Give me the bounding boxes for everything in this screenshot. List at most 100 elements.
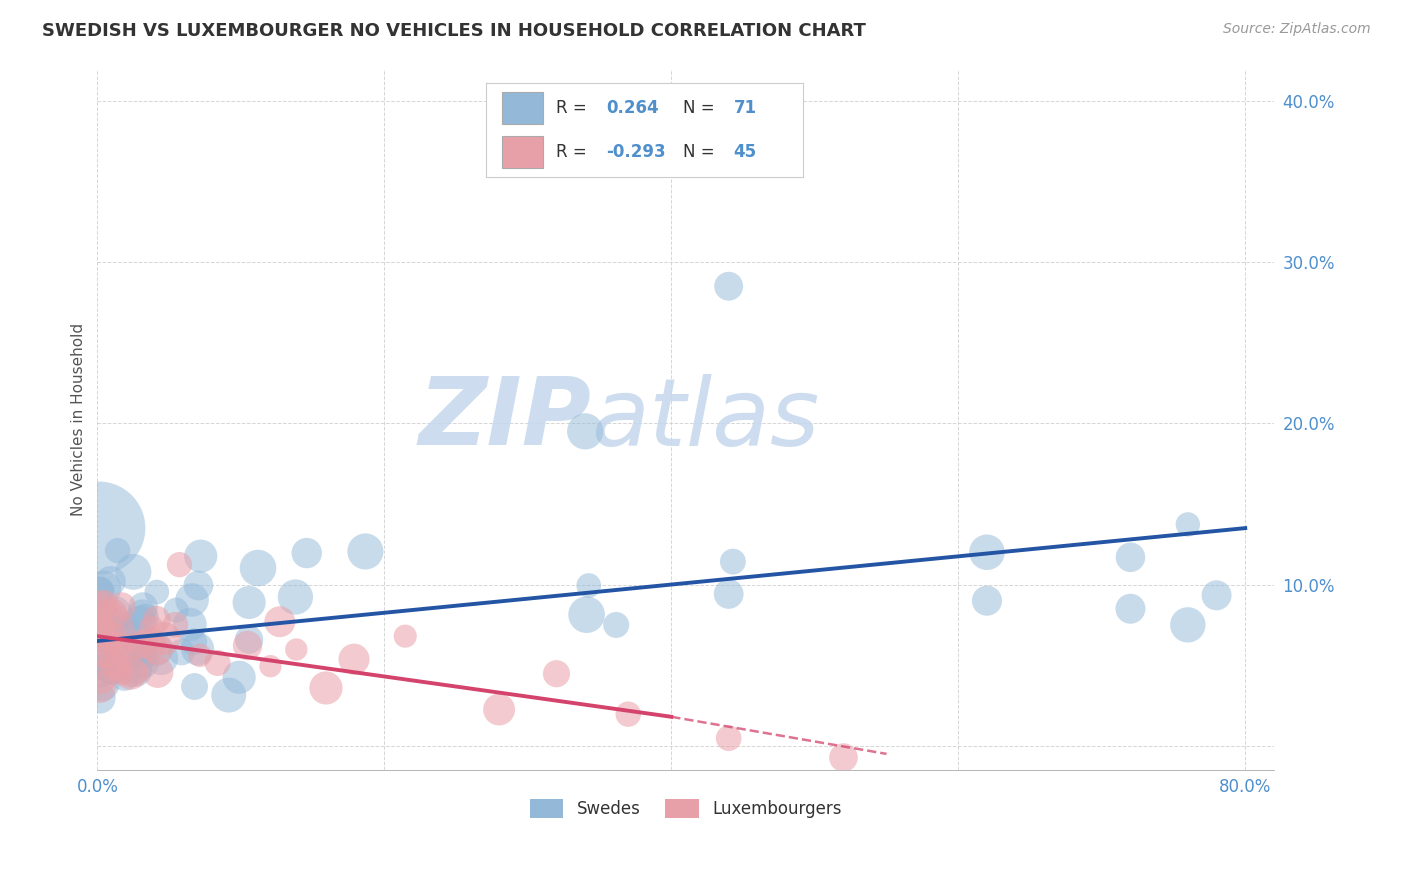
Point: [247, 561, 270, 575]
Point: [187, 641, 209, 656]
Point: [165, 603, 187, 617]
Point: [488, 702, 510, 716]
Point: [117, 626, 139, 640]
Point: [165, 617, 187, 632]
Point: [721, 555, 744, 569]
Point: [89, 691, 111, 706]
Point: [617, 707, 640, 722]
Point: [284, 590, 307, 604]
Text: SWEDISH VS LUXEMBOURGER NO VEHICLES IN HOUSEHOLD CORRELATION CHART: SWEDISH VS LUXEMBOURGER NO VEHICLES IN H…: [42, 22, 866, 40]
Point: [181, 593, 204, 607]
Point: [89, 680, 111, 694]
Point: [93, 598, 115, 612]
Point: [976, 593, 998, 607]
Point: [183, 635, 205, 649]
Text: ZIP: ZIP: [419, 373, 592, 466]
Point: [285, 642, 308, 657]
Point: [575, 607, 598, 622]
Point: [132, 656, 155, 670]
Point: [124, 639, 146, 653]
Point: [132, 648, 155, 662]
Point: [87, 521, 110, 535]
Point: [89, 617, 111, 632]
Point: [150, 651, 173, 665]
Point: [98, 637, 121, 651]
Point: [236, 639, 259, 653]
Point: [145, 641, 167, 656]
Point: [1177, 618, 1199, 632]
Point: [218, 688, 240, 702]
Point: [125, 660, 148, 674]
Point: [91, 609, 114, 624]
Y-axis label: No Vehicles in Household: No Vehicles in Household: [72, 323, 86, 516]
Point: [111, 599, 134, 614]
Point: [139, 637, 162, 651]
Point: [134, 610, 156, 624]
Point: [717, 279, 740, 293]
Point: [124, 630, 146, 644]
Point: [114, 623, 136, 637]
Point: [122, 565, 145, 579]
Point: [574, 425, 596, 439]
Point: [120, 665, 142, 679]
Point: [170, 645, 193, 659]
Point: [107, 543, 129, 558]
Point: [129, 642, 152, 657]
Point: [131, 637, 153, 651]
Point: [91, 676, 114, 690]
Point: [188, 648, 211, 663]
Point: [145, 585, 167, 599]
Point: [87, 649, 110, 664]
Point: [132, 600, 155, 615]
Point: [110, 665, 132, 680]
Point: [1205, 588, 1227, 602]
Legend: Swedes, Luxembourgers: Swedes, Luxembourgers: [523, 792, 848, 825]
Point: [105, 661, 128, 675]
Point: [108, 638, 131, 652]
Point: [605, 618, 627, 632]
Point: [96, 640, 118, 654]
Point: [976, 545, 998, 559]
Point: [103, 607, 125, 621]
Point: [120, 666, 142, 681]
Point: [315, 681, 337, 695]
Point: [183, 680, 205, 694]
Point: [90, 624, 112, 638]
Point: [146, 665, 169, 680]
Point: [89, 598, 111, 612]
Point: [115, 650, 138, 665]
Point: [394, 629, 416, 643]
Point: [114, 668, 136, 682]
Point: [94, 649, 117, 664]
Point: [100, 665, 122, 679]
Text: Source: ZipAtlas.com: Source: ZipAtlas.com: [1223, 22, 1371, 37]
Point: [228, 670, 250, 684]
Point: [91, 582, 114, 596]
Point: [105, 623, 128, 637]
Point: [238, 595, 260, 609]
Point: [89, 664, 111, 678]
Point: [354, 544, 377, 558]
Point: [89, 584, 111, 599]
Point: [100, 660, 122, 674]
Point: [269, 615, 291, 629]
Point: [207, 656, 229, 670]
Point: [89, 670, 111, 684]
Point: [187, 578, 209, 592]
Point: [129, 614, 152, 628]
Point: [112, 646, 135, 660]
Point: [717, 731, 740, 746]
Point: [87, 629, 110, 643]
Point: [101, 607, 124, 622]
Point: [179, 617, 201, 632]
Point: [578, 578, 600, 592]
Point: [1119, 601, 1142, 615]
Point: [190, 549, 212, 564]
Point: [100, 663, 122, 677]
Point: [141, 622, 163, 636]
Point: [259, 659, 281, 673]
Point: [125, 664, 148, 678]
Text: atlas: atlas: [592, 374, 820, 465]
Point: [101, 636, 124, 650]
Point: [717, 587, 740, 601]
